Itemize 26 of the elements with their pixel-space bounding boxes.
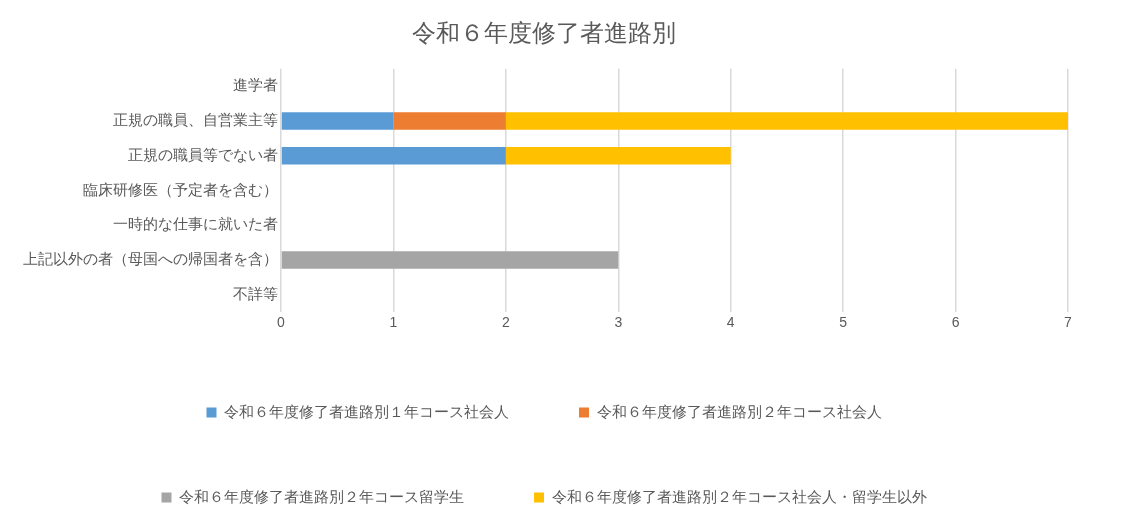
y-tick-label: 正規の職員、自営業主等 <box>113 111 278 129</box>
bar <box>393 112 506 130</box>
legend-label: 令和６年度修了者進路別２年コース社会人・留学生以外 <box>551 487 927 505</box>
bar <box>281 251 619 269</box>
bar <box>281 112 394 130</box>
bar <box>505 147 731 165</box>
bar <box>281 147 506 165</box>
x-tick-label: 2 <box>501 314 510 331</box>
x-tick-label: 5 <box>839 314 848 331</box>
x-tick-label: 6 <box>951 314 960 331</box>
y-tick-label: 不詳等 <box>233 284 278 302</box>
y-tick-label: 正規の職員等でない者 <box>128 145 278 163</box>
legend-label: 令和６年度修了者進路別１年コース社会人 <box>224 402 509 420</box>
x-tick-label: 0 <box>277 314 286 331</box>
chart-title: 令和６年度修了者進路別 <box>412 19 676 47</box>
legend-label: 令和６年度修了者進路別２年コース社会人 <box>596 402 882 420</box>
x-tick-label: 7 <box>1064 314 1073 331</box>
legend-label: 令和６年度修了者進路別２年コース留学生 <box>179 487 464 505</box>
y-tick-label: 進学者 <box>233 76 278 94</box>
y-tick-label: 一時的な仕事に就いた者 <box>113 215 278 233</box>
x-tick-label: 4 <box>726 314 735 331</box>
x-tick-label: 3 <box>614 314 623 331</box>
x-tick-label: 1 <box>389 314 398 331</box>
y-tick-label: 上記以外の者（母国への帰国者を含） <box>23 250 278 268</box>
y-tick-label: 臨床研修医（予定者を含む） <box>83 180 278 198</box>
bar <box>505 112 1068 130</box>
